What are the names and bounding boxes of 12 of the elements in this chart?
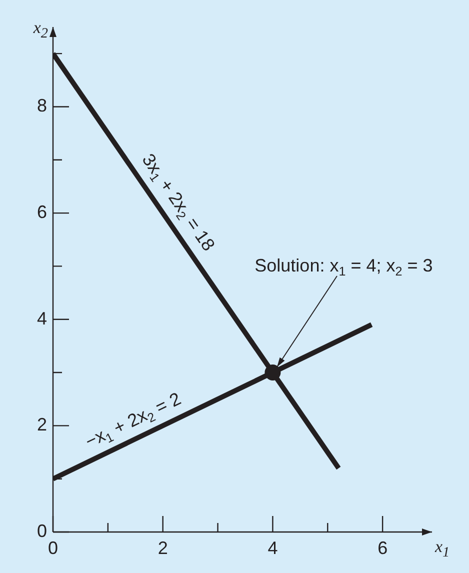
- y-axis-title: x$_{2}$: [33, 18, 48, 42]
- y-tick-label: 2: [36, 414, 47, 435]
- x-tick-label: 6: [378, 538, 388, 558]
- annotation: 3x1 + 2x2 = 18: [138, 150, 219, 254]
- y-tick-label: 4: [36, 308, 47, 328]
- y-tick-label: 0: [36, 520, 47, 541]
- x-tick-label: 4: [268, 538, 278, 558]
- x-tick-label: 2: [158, 538, 168, 558]
- y-tick-label: 6: [36, 202, 47, 222]
- y-tick-label: 8: [36, 96, 47, 116]
- annotation: −x1 + 2x2 = 2: [82, 388, 184, 452]
- x-axis-title: x$_{1}$: [435, 537, 450, 560]
